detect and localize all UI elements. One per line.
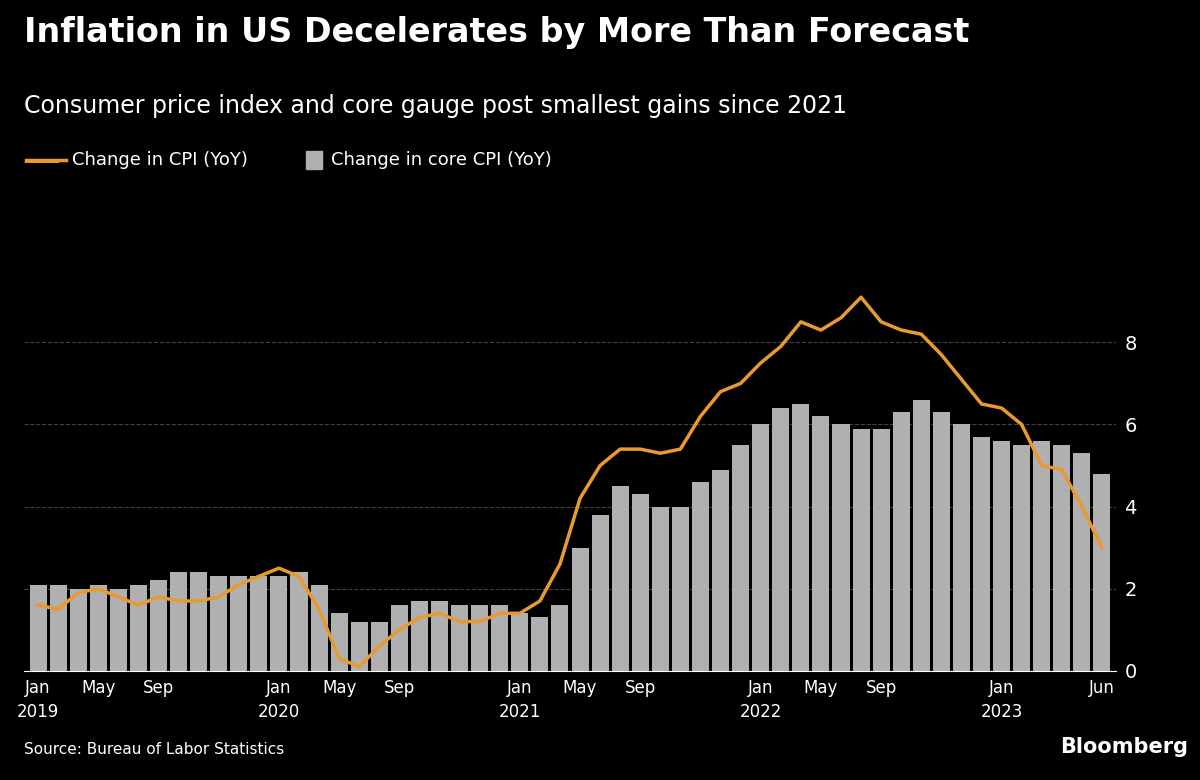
Bar [833,424,850,671]
Bar [311,584,328,671]
Bar [872,428,889,671]
Bar [410,601,428,671]
Bar [973,437,990,671]
Bar [30,584,47,671]
Bar [331,613,348,671]
Bar [170,573,187,671]
Bar [472,605,488,671]
Bar [592,515,608,671]
Bar [612,486,629,671]
Bar [953,424,970,671]
Bar [130,584,146,671]
Bar [913,400,930,671]
Bar [150,580,167,671]
Bar [652,506,668,671]
Bar [511,613,528,671]
Bar [932,412,950,671]
Bar [230,576,247,671]
Bar [90,584,107,671]
Bar [571,548,588,671]
Bar [251,576,268,671]
Bar [350,622,367,671]
Bar [391,605,408,671]
Bar [371,622,388,671]
Bar [631,495,649,671]
Bar [70,589,86,671]
Bar [431,601,448,671]
Bar [49,584,67,671]
Text: Change in CPI (YoY): Change in CPI (YoY) [72,151,248,169]
Text: Change in core CPI (YoY): Change in core CPI (YoY) [331,151,552,169]
Bar [994,441,1010,671]
Bar [792,404,809,671]
Bar [1093,473,1110,671]
Bar [491,605,509,671]
Bar [732,445,749,671]
Bar [852,428,870,671]
Text: Inflation in US Decelerates by More Than Forecast: Inflation in US Decelerates by More Than… [24,16,970,48]
Text: ───: ─── [24,154,71,173]
Bar [270,576,288,671]
Bar [672,506,689,671]
Bar [1033,441,1050,671]
Text: Bloomberg: Bloomberg [1060,736,1188,757]
Bar [190,573,208,671]
Bar [110,589,127,671]
Bar [712,470,730,671]
Bar [773,408,790,671]
Bar [451,605,468,671]
Bar [1054,445,1070,671]
Bar [552,605,569,671]
Bar [1013,445,1030,671]
FancyBboxPatch shape [306,151,322,169]
Bar [210,576,227,671]
Bar [812,417,829,671]
Bar [893,412,910,671]
Bar [290,573,307,671]
Bar [532,618,548,671]
Bar [692,482,709,671]
Text: Source: Bureau of Labor Statistics: Source: Bureau of Labor Statistics [24,742,284,757]
Text: Consumer price index and core gauge post smallest gains since 2021: Consumer price index and core gauge post… [24,94,847,118]
Bar [752,424,769,671]
Bar [1073,453,1091,671]
